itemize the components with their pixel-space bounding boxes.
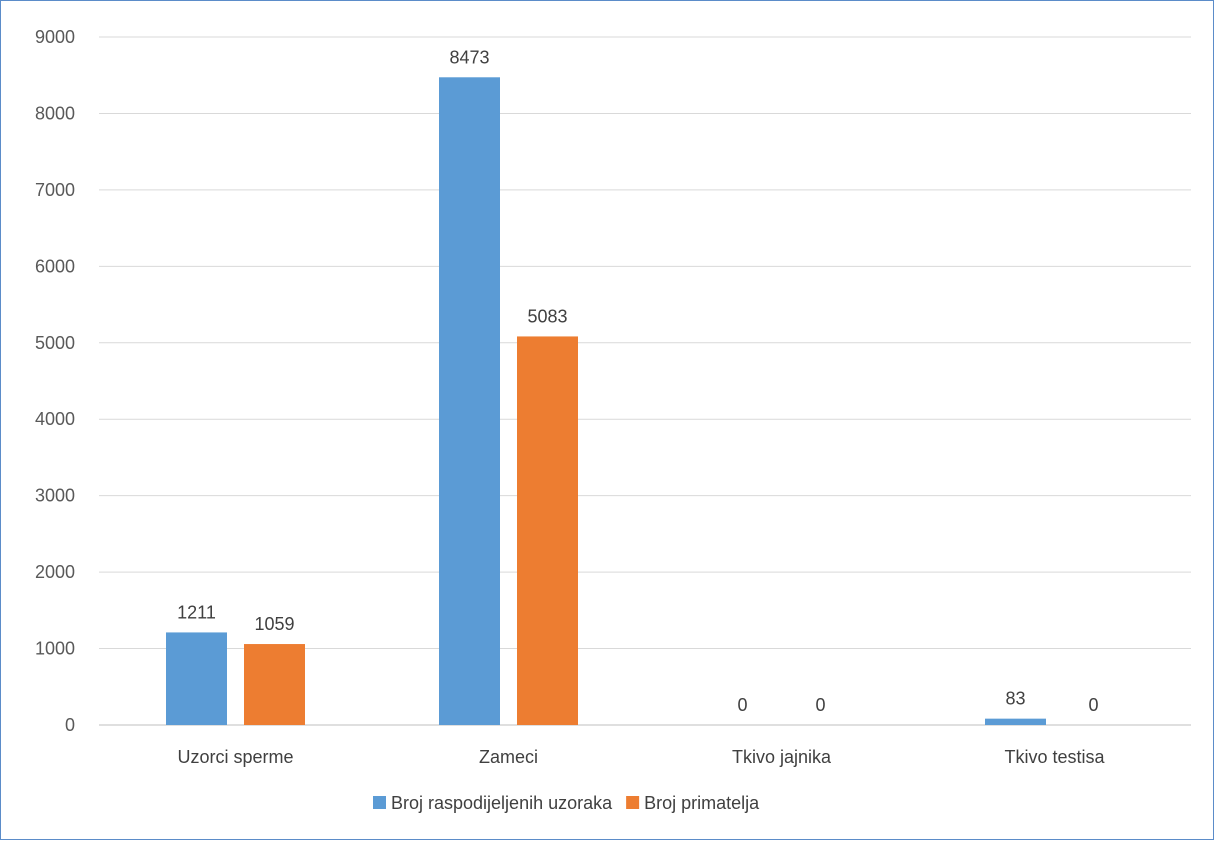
bar: [985, 718, 1046, 725]
legend-label: Broj primatelja: [644, 793, 760, 813]
y-tick-label: 3000: [35, 486, 75, 506]
data-label: 83: [1005, 689, 1025, 709]
data-label: 1211: [177, 602, 216, 622]
legend-swatch: [626, 796, 640, 809]
y-tick-label: 4000: [35, 409, 75, 429]
bar: [244, 644, 305, 725]
data-label: 0: [815, 695, 825, 715]
y-tick-label: 1000: [35, 639, 75, 659]
x-category-label: Tkivo jajnika: [732, 747, 832, 767]
legend-label: Broj raspodijeljenih uzoraka: [391, 793, 613, 813]
bars: [166, 77, 1046, 725]
data-label: 8473: [449, 47, 489, 67]
y-tick-label: 7000: [35, 180, 75, 200]
data-labels: 1211 1059 8473 5083 0 0 83 0: [177, 47, 1098, 715]
y-tick-label: 8000: [35, 103, 75, 123]
y-tick-label: 2000: [35, 562, 75, 582]
y-tick-label: 5000: [35, 333, 75, 353]
bar: [439, 77, 500, 725]
x-axis-categories: Uzorci sperme Zameci Tkivo jajnika Tkivo te…: [177, 747, 1105, 767]
data-label: 0: [1088, 695, 1098, 715]
y-tick-label: 0: [65, 715, 75, 735]
x-category-label: Uzorci sperme: [177, 747, 293, 767]
data-label: 1059: [254, 614, 294, 634]
y-axis-ticks: 0 1000 2000 3000 4000 5000 6000 7000 8000 9000: [35, 27, 75, 735]
bar: [517, 336, 578, 725]
y-tick-label: 9000: [35, 27, 75, 47]
legend: Broj raspodijeljenih uzoraka Broj primate…: [373, 793, 760, 813]
x-category-label: Zameci: [479, 747, 538, 767]
legend-swatch: [373, 796, 386, 809]
bar: [166, 632, 227, 725]
data-label: 5083: [527, 306, 567, 326]
data-label: 0: [737, 695, 747, 715]
x-category-label: Tkivo testisa: [1004, 747, 1105, 767]
y-tick-label: 6000: [35, 256, 75, 276]
